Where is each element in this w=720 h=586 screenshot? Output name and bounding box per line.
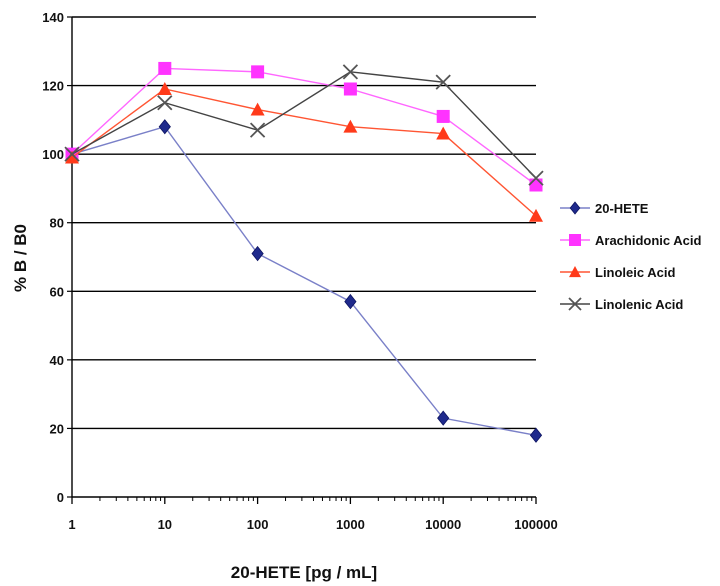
data-point bbox=[528, 170, 544, 186]
legend-item: Linolenic Acid bbox=[560, 297, 683, 312]
data-point bbox=[343, 82, 357, 96]
legend-label: Arachidonic Acid bbox=[595, 233, 701, 248]
data-point bbox=[250, 102, 265, 116]
x-mark-stroke bbox=[568, 297, 582, 311]
gridlines bbox=[72, 16, 536, 430]
data-point bbox=[436, 109, 450, 123]
series-line-3 bbox=[71, 71, 537, 179]
data-point bbox=[529, 208, 543, 222]
x-tick-label: 10 bbox=[158, 517, 172, 532]
x-mark-stroke bbox=[64, 146, 80, 162]
legend-label: Linolenic Acid bbox=[595, 297, 683, 312]
data-point bbox=[529, 178, 543, 192]
y-tick-label: 120 bbox=[42, 79, 64, 94]
x-mark-stroke bbox=[435, 74, 451, 90]
legend-marker bbox=[569, 266, 581, 278]
data-point bbox=[157, 95, 173, 111]
y-axis-title: % B / B0 bbox=[11, 224, 30, 292]
legend-item: Arachidonic Acid bbox=[560, 233, 701, 248]
x-axis-title: 20-HETE [pg / mL] bbox=[231, 563, 377, 582]
y-tick-label: 100 bbox=[42, 147, 64, 162]
series-line-2 bbox=[71, 88, 537, 217]
data-point bbox=[343, 119, 358, 133]
x-mark-stroke bbox=[249, 122, 266, 138]
legend-label: Linoleic Acid bbox=[595, 265, 675, 280]
y-tick-label: 0 bbox=[57, 490, 64, 505]
legend: 20-HETE Arachidonic Acid Linoleic Acid Lino… bbox=[560, 201, 701, 312]
x-mark-stroke bbox=[342, 64, 359, 80]
legend-label: 20-HETE bbox=[595, 201, 649, 216]
y-tick-label: 60 bbox=[50, 284, 64, 299]
y-tick-label: 140 bbox=[42, 10, 64, 25]
series-line-1 bbox=[71, 67, 537, 186]
x-mark-stroke bbox=[157, 95, 173, 111]
data-point bbox=[342, 64, 359, 80]
data-point bbox=[158, 61, 172, 75]
legend-marker bbox=[569, 234, 581, 246]
data-point bbox=[158, 119, 171, 135]
data-point bbox=[436, 126, 451, 140]
data-point bbox=[251, 245, 264, 262]
series-line-0 bbox=[71, 125, 537, 436]
data-point bbox=[529, 427, 543, 443]
y-tick-label: 20 bbox=[50, 421, 64, 436]
x-tick-label: 100000 bbox=[514, 517, 557, 532]
data-point bbox=[437, 410, 450, 426]
y-tick-label: 40 bbox=[50, 353, 64, 368]
legend-marker bbox=[569, 201, 581, 215]
x-tick-label: 1000 bbox=[336, 517, 365, 532]
x-mark-stroke bbox=[528, 170, 544, 186]
legend-item: 20-HETE bbox=[560, 201, 649, 216]
x-tick-label: 1 bbox=[68, 517, 75, 532]
y-tick-label: 80 bbox=[50, 216, 64, 231]
data-point bbox=[251, 65, 265, 79]
x-tick-label: 100 bbox=[247, 517, 269, 532]
data-point bbox=[65, 150, 79, 164]
legend-item: Linoleic Acid bbox=[560, 265, 675, 280]
axes: 0 20 40 60 80 100 120 140 1 10 100 1000 10000 100000 bbox=[42, 10, 557, 532]
data-point bbox=[64, 146, 80, 162]
data-point bbox=[435, 74, 451, 90]
data-point bbox=[344, 293, 357, 310]
x-tick-label: 10000 bbox=[425, 517, 461, 532]
data-point bbox=[157, 82, 172, 95]
series-layer bbox=[64, 61, 544, 443]
legend-marker bbox=[568, 297, 582, 311]
data-point bbox=[249, 122, 266, 138]
